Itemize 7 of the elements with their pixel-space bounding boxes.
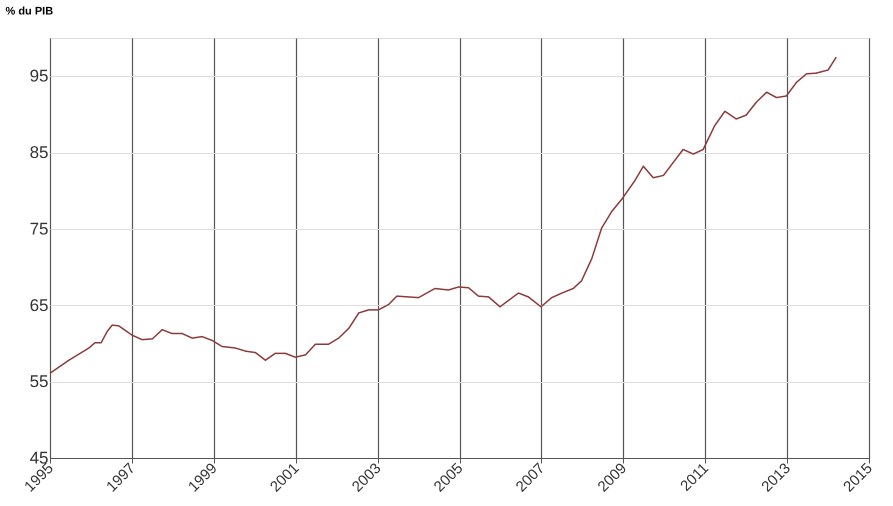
y-tick-label: 95 xyxy=(30,66,48,86)
y-tick-label: 75 xyxy=(30,219,48,238)
y-tick-label: 55 xyxy=(30,372,48,392)
y-tick-label: 65 xyxy=(30,296,48,315)
line-series xyxy=(49,56,837,374)
y-tick-label: 85 xyxy=(30,143,48,162)
y-axis-title: % du PIB xyxy=(6,6,54,18)
